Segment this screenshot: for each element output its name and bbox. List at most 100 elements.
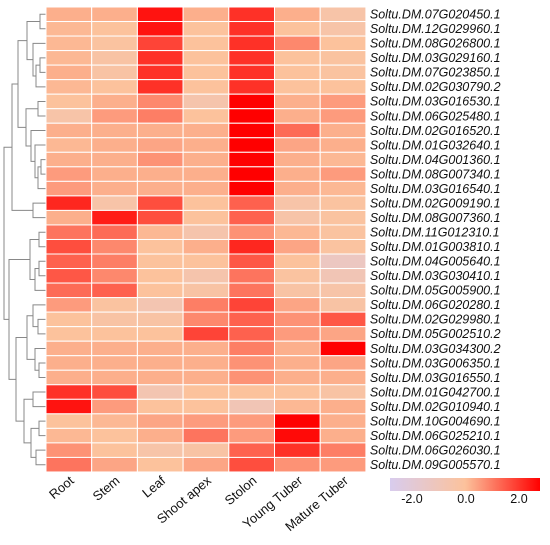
heatmap-cell: [274, 413, 321, 429]
heatmap-cell: [136, 224, 184, 240]
row-label: Soltu.DM.01G042700.1: [370, 385, 501, 399]
heatmap-cell: [136, 442, 184, 458]
heatmap-cell: [45, 195, 93, 211]
heatmap-cell: [91, 79, 138, 95]
heatmap-cell: [182, 50, 230, 66]
heatmap-cell: [182, 180, 230, 197]
row-label: Soltu.DM.01G032640.1: [370, 138, 501, 152]
heatmap-cell: [136, 326, 184, 342]
heatmap-cell: [182, 355, 230, 371]
heatmap-cell: [136, 50, 184, 66]
legend-tick-min: -2.0: [401, 492, 423, 506]
heatmap-cell: [91, 35, 138, 52]
heatmap-cell: [91, 369, 138, 386]
heatmap-cell: [274, 340, 321, 357]
dendrogram-branch: [37, 318, 46, 335]
dendrogram-branch: [39, 13, 46, 30]
heatmap-cell: [228, 21, 276, 37]
heatmap-cell: [274, 151, 321, 168]
heatmap-cell: [319, 209, 367, 226]
dendrogram-branch: [38, 420, 46, 437]
heatmap-cell: [45, 122, 93, 139]
heatmap-cell: [91, 209, 138, 226]
heatmap-cell: [319, 253, 367, 270]
dendrogram-branch: [34, 347, 46, 371]
heatmap-cell: [45, 35, 93, 52]
heatmap-cell: [45, 369, 93, 386]
heatmap-cell: [136, 427, 184, 444]
heatmap-cell: [319, 21, 367, 37]
heatmap-cell: [91, 122, 138, 139]
legend-tick-mid: 0.0: [457, 492, 474, 506]
heatmap-cell: [182, 64, 230, 81]
heatmap-cell: [182, 282, 230, 299]
row-label: Soltu.DM.06G020280.1: [370, 298, 501, 312]
heatmap-cell: [274, 355, 321, 371]
dendrogram-branch: [15, 337, 27, 422]
heatmap-cell: [45, 297, 93, 313]
heatmap-cell: [91, 384, 138, 400]
heatmap-cell: [136, 180, 184, 197]
heatmap-cell: [182, 413, 230, 429]
heatmap-cell: [274, 209, 321, 226]
heatmap-cell: [136, 398, 184, 415]
heatmap-cell: [228, 413, 276, 429]
row-label: Soltu.DM.11G012310.1: [370, 226, 500, 240]
heatmap-cell: [182, 224, 230, 240]
heatmap-cell: [182, 238, 230, 255]
heatmap-cell: [45, 21, 93, 37]
heatmap-cell: [45, 64, 93, 81]
heatmap-cell: [136, 6, 184, 23]
column-label: Stolon: [222, 473, 260, 508]
row-label: Soltu.DM.01G003810.1: [370, 240, 501, 254]
row-label: Soltu.DM.07G020450.1: [370, 8, 501, 22]
heatmap-cell: [228, 238, 276, 255]
heatmap-cell: [274, 384, 321, 400]
heatmap-cell: [228, 224, 276, 240]
heatmap-cell: [91, 93, 138, 110]
heatmap-cell: [228, 355, 276, 371]
heatmap-cell: [274, 137, 321, 153]
heatmap-cell: [91, 151, 138, 168]
row-label: Soltu.DM.03G030410.1: [370, 269, 501, 283]
heatmap-cell: [319, 384, 367, 400]
heatmap-cell: [319, 166, 367, 182]
heatmap-cell: [91, 427, 138, 444]
heatmap-cell: [91, 297, 138, 313]
heatmap-cell: [274, 64, 321, 81]
heatmap-cell: [274, 456, 321, 473]
row-label: Soltu.DM.05G002510.2: [370, 327, 501, 341]
heatmap-cell: [319, 50, 367, 66]
row-label: Soltu.DM.08G026800.1: [370, 37, 501, 51]
heatmap-cell: [319, 355, 367, 371]
heatmap-cell: [319, 108, 367, 124]
heatmap-cell: [91, 282, 138, 299]
column-label: Root: [46, 473, 77, 502]
heatmap-cell: [228, 384, 276, 400]
heatmap-cell: [182, 151, 230, 168]
heatmap-cell: [45, 413, 93, 429]
row-label: Soltu.DM.03G016550.1: [370, 371, 501, 385]
heatmap-cell: [319, 93, 367, 110]
heatmap-cell: [91, 398, 138, 415]
heatmap-cell: [274, 50, 321, 66]
dendrogram-branch: [25, 108, 38, 147]
row-labels: Soltu.DM.07G020450.1Soltu.DM.12G029960.1…: [370, 8, 501, 472]
row-label: Soltu.DM.07G023850.1: [370, 66, 501, 80]
row-label: Soltu.DM.02G009190.1: [370, 197, 501, 211]
row-dendrogram: [3, 13, 46, 466]
dendrogram-branch: [30, 427, 39, 458]
heatmap-cell: [45, 166, 93, 182]
heatmap-cell: [274, 427, 321, 444]
heatmap-cell: [45, 326, 93, 342]
heatmap-cell: [182, 93, 230, 110]
heatmap-cell: [274, 79, 321, 95]
heatmap-cell: [91, 311, 138, 328]
heatmap-cell: [319, 442, 367, 458]
heatmap-cell: [274, 6, 321, 23]
heatmap-cell: [45, 456, 93, 473]
heatmap-cell: [228, 311, 276, 328]
row-label: Soltu.DM.04G005640.1: [370, 255, 501, 269]
